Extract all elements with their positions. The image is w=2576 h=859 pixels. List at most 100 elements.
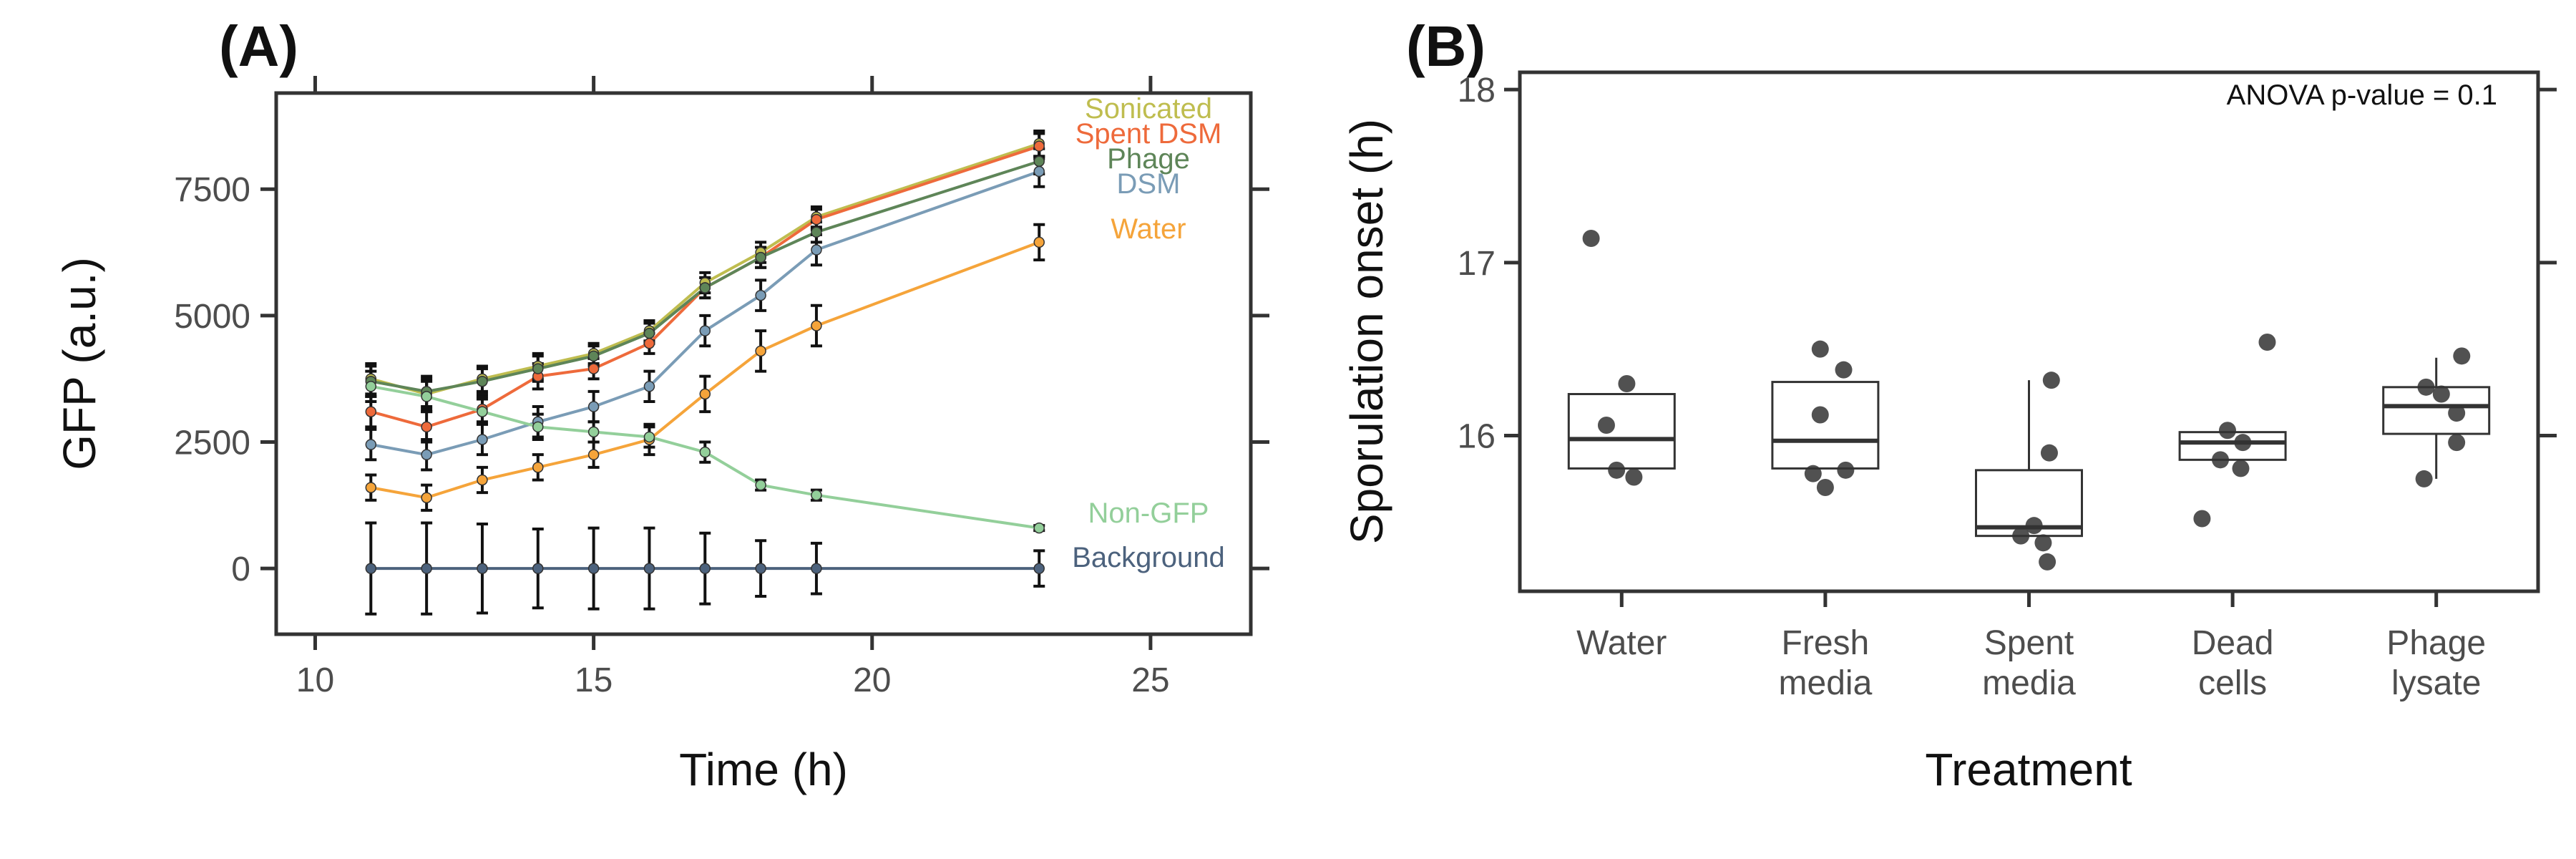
data-point-non-gfp [477, 406, 488, 417]
data-point-dsm [699, 325, 711, 336]
data-point-water [587, 449, 600, 460]
data-point-background [643, 563, 655, 574]
box-point [2234, 434, 2252, 452]
box-point [2034, 534, 2052, 552]
data-point-dsm [643, 381, 655, 392]
box-point [1835, 361, 1853, 379]
box-point [1837, 461, 1855, 479]
data-point-phage [811, 226, 822, 238]
panel-b-x-tick-label: Spent [1984, 624, 2074, 662]
data-point-spent-dsm [643, 337, 655, 349]
data-point-non-gfp [755, 479, 766, 491]
box-point [1618, 375, 1636, 392]
panel-a-x-tick-label: 15 [575, 661, 613, 699]
data-point-dsm [477, 434, 488, 445]
data-point-non-gfp [532, 421, 544, 433]
box-point [1608, 461, 1626, 479]
box-point [1804, 465, 1822, 482]
series-label-sonicated: Sonicated [1085, 93, 1212, 125]
box-point [2448, 404, 2466, 422]
data-point-background [421, 563, 432, 574]
data-point-background [755, 563, 766, 574]
series-line-non-gfp [370, 384, 1040, 530]
panel-a-x-axis-title: Time (h) [679, 744, 848, 795]
panel-a-ticks: 10 15 20 25 0 2500 5000 7500 [174, 76, 1269, 699]
data-point-phage [755, 251, 766, 263]
panel-b-label: (B) [1406, 14, 1485, 78]
data-point-spent-dsm [1033, 140, 1045, 152]
series-label-spent-dsm: Spent DSM [1075, 118, 1222, 150]
box-point [2218, 422, 2236, 440]
panel-b-y-tick-label: 16 [1458, 418, 1496, 456]
panel-a-x-tick-label: 20 [853, 661, 891, 699]
panel-b-x-tick-label: Phage [2386, 624, 2486, 662]
panel-a-x-tick-label: 25 [1131, 661, 1169, 699]
box-point [2039, 553, 2057, 571]
data-point-water [365, 482, 377, 493]
data-point-spent-dsm [421, 421, 432, 433]
panel-a-y-axis-title: GFP (a.u.) [54, 257, 105, 470]
data-point-non-gfp [643, 431, 655, 443]
data-point-water [477, 474, 488, 486]
data-point-phage [532, 363, 544, 374]
data-point-phage [587, 350, 600, 362]
data-point-water [755, 345, 766, 357]
box-point [2012, 527, 2030, 545]
box-point [2193, 510, 2211, 528]
panel-a-y-tick-label: 5000 [174, 298, 250, 336]
series-line-phage [370, 160, 1040, 393]
data-point-background [699, 563, 711, 574]
panel-a-frame [274, 91, 1253, 636]
data-point-water [699, 388, 711, 400]
panel-a-y-tick-label: 0 [231, 550, 250, 588]
series-label-water: Water [1111, 213, 1186, 245]
box [1771, 381, 1880, 470]
box-point [2448, 434, 2466, 452]
panel-b-y-tick-label: 18 [1458, 72, 1496, 110]
data-point-water [1033, 236, 1045, 248]
panel-b-y-axis-title: Sporulation onset (h) [1341, 119, 1392, 544]
data-point-non-gfp [1033, 522, 1045, 534]
box-point [2025, 517, 2043, 535]
data-point-dsm [1033, 165, 1045, 178]
box-point [2415, 470, 2433, 487]
panel-b-x-tick-label: Fresh [1782, 624, 1870, 662]
box-point [1816, 479, 1834, 496]
data-point-background [365, 563, 377, 574]
box-point [2232, 460, 2250, 477]
box-point [1582, 230, 1600, 247]
data-point-phage [1033, 155, 1045, 168]
data-point-dsm [365, 439, 377, 450]
data-point-water [421, 492, 432, 503]
box-point [2432, 385, 2450, 403]
data-point-water [811, 320, 822, 331]
data-point-dsm [587, 401, 600, 412]
panel-b-x-tick-label: Dead [2192, 624, 2274, 662]
data-point-spent-dsm [811, 213, 822, 225]
data-point-phage [699, 282, 711, 293]
panel-a-x-tick-label: 10 [296, 661, 334, 699]
data-point-background [532, 563, 544, 574]
data-point-spent-dsm [587, 363, 600, 374]
series-line-dsm [370, 170, 1040, 457]
series-line-water [370, 241, 1040, 500]
box-point [2212, 451, 2230, 469]
box-point [2453, 347, 2471, 365]
panel-b-x-tick-label: lysate [2391, 664, 2481, 702]
panel-b-x-tick-label: media [1982, 664, 2076, 702]
data-point-background [1033, 563, 1045, 574]
data-point-non-gfp [365, 381, 377, 392]
panel-a-y-tick-label: 2500 [174, 424, 250, 462]
box-point [2258, 334, 2276, 351]
series-line-sonicated [370, 142, 1040, 396]
box [1567, 393, 1676, 470]
panel-b-frame [1518, 70, 2540, 593]
series-label-background: Background [1072, 542, 1224, 573]
panel-b-x-axis-title: Treatment [1925, 744, 2132, 795]
data-point-background [477, 563, 488, 574]
box-point [1811, 406, 1829, 424]
box-point [2417, 378, 2435, 396]
